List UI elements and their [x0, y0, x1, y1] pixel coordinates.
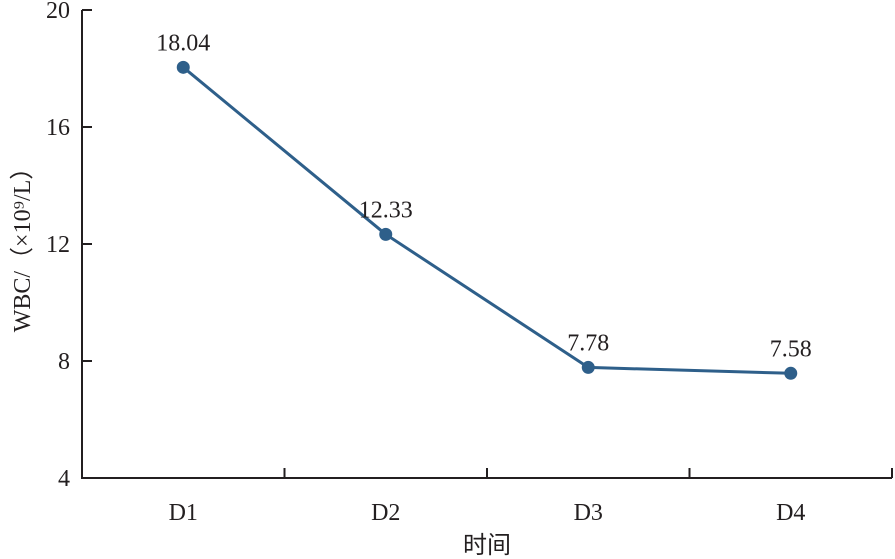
x-axis-ticks: D1 D2 D3 D4 — [169, 468, 893, 526]
data-point — [581, 360, 595, 374]
data-label: 18.04 — [156, 30, 210, 56]
y-tick-label: 4 — [58, 466, 70, 492]
y-tick-label: 16 — [46, 115, 70, 141]
data-label: 12.33 — [359, 197, 413, 223]
y-tick-label: 8 — [58, 349, 70, 375]
x-tick-label: D3 — [574, 500, 603, 526]
data-point — [379, 227, 393, 241]
y-tick-label: 20 — [46, 0, 70, 24]
axes — [81, 10, 892, 479]
y-axis-ticks: 4 8 12 16 20 — [46, 0, 92, 492]
data-label: 7.78 — [567, 330, 609, 356]
data-point — [176, 60, 190, 74]
data-point — [784, 366, 798, 380]
data-label: 7.58 — [770, 336, 812, 362]
x-tick-label: D4 — [776, 500, 805, 526]
x-axis-title: 时间 — [463, 532, 511, 559]
y-axis-title: WBC/（×10⁹/L） — [10, 156, 36, 333]
x-tick-label: D2 — [371, 500, 400, 526]
series-line — [182, 66, 791, 375]
y-tick-label: 12 — [46, 232, 70, 258]
series-group: 18.04 12.33 7.78 7.58 — [156, 30, 812, 380]
x-tick-label: D1 — [169, 500, 198, 526]
